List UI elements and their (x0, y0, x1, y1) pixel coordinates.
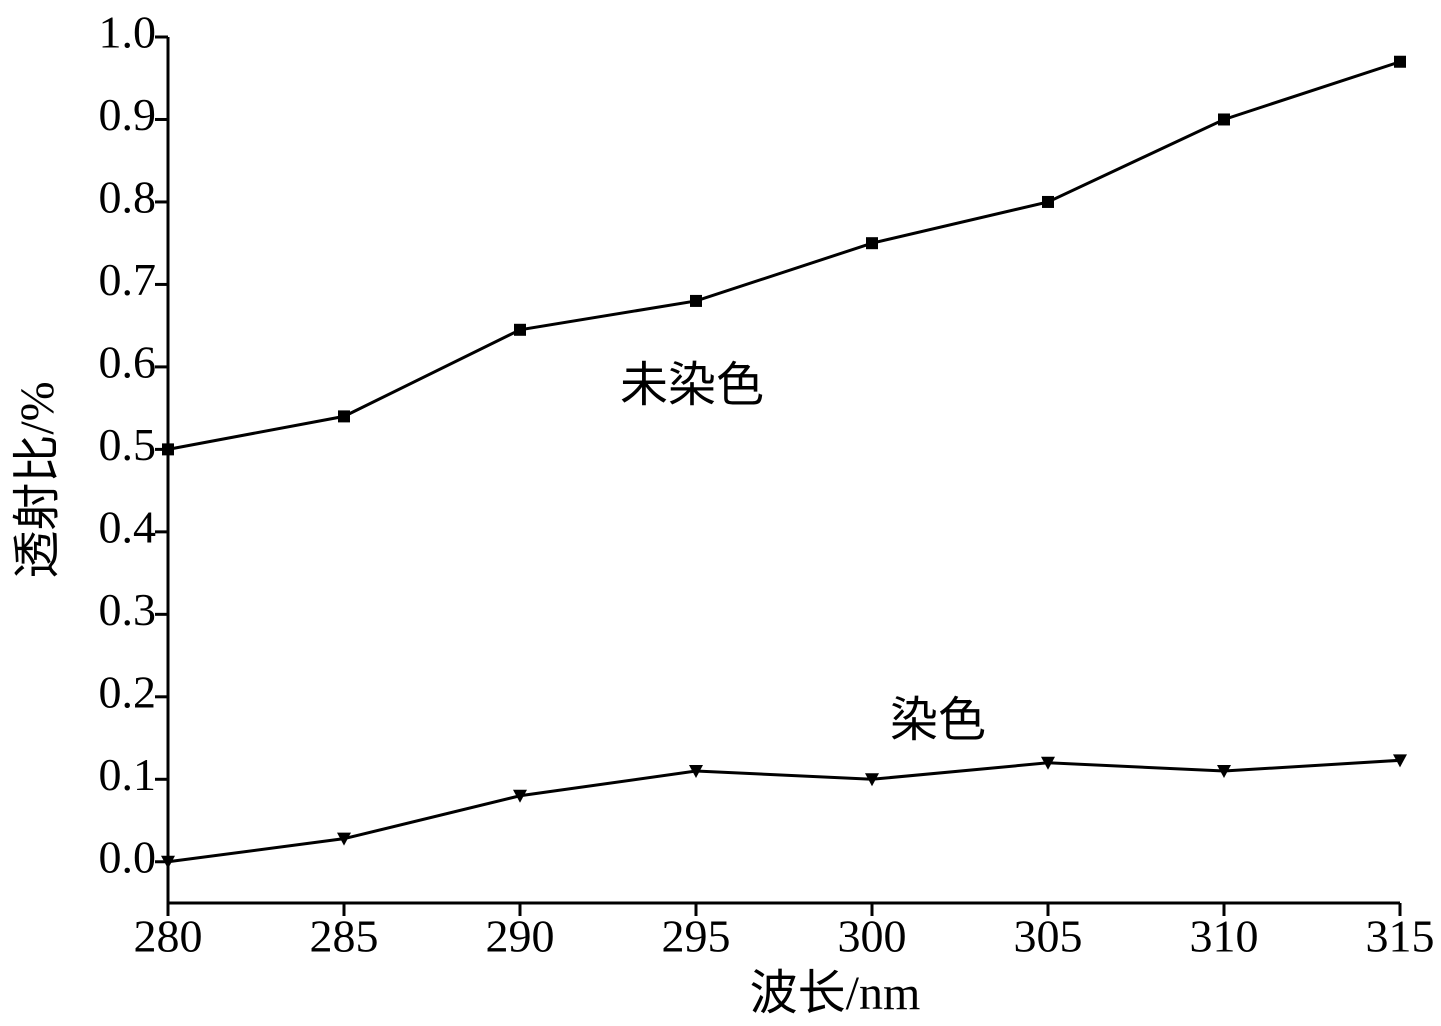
y-tick-label: 0.1 (99, 749, 157, 800)
x-tick-label: 295 (662, 911, 731, 962)
marker (1217, 765, 1231, 779)
y-tick-label: 0.4 (99, 501, 157, 552)
y-tick-label: 0.5 (99, 419, 157, 470)
marker (338, 410, 350, 423)
series-line (167, 758, 1401, 864)
x-tick-label: 305 (1014, 911, 1083, 962)
x-tick-label: 285 (310, 911, 379, 962)
marker (1218, 113, 1230, 126)
marker (337, 832, 351, 846)
marker (690, 294, 702, 307)
y-tick-label: 0.9 (99, 89, 157, 140)
marker (1393, 754, 1407, 768)
marker (513, 789, 527, 803)
y-tick-label: 0.6 (99, 336, 157, 387)
x-axis-title: 波长/nm (750, 967, 921, 1020)
x-tick-label: 300 (838, 911, 907, 962)
series-line (167, 60, 1401, 451)
y-tick-label: 0.2 (99, 666, 157, 717)
marker (1041, 756, 1055, 770)
marker (865, 773, 879, 787)
x-tick-label: 315 (1366, 911, 1435, 962)
marker (689, 765, 703, 779)
marker (1394, 55, 1406, 68)
y-tick-label: 0.0 (99, 831, 157, 882)
y-axis-title: 透射比/% (11, 381, 64, 578)
y-tick-label: 0.8 (99, 172, 157, 223)
y-tick-label: 0.7 (99, 254, 157, 305)
marker (514, 323, 526, 336)
x-tick-label: 290 (486, 911, 555, 962)
marker (866, 237, 878, 250)
x-tick-label: 280 (134, 911, 203, 962)
series-label: 未染色 (620, 359, 764, 412)
marker (161, 855, 175, 869)
marker (1042, 195, 1054, 208)
x-tick-label: 310 (1190, 911, 1259, 962)
marker (162, 443, 174, 456)
y-tick-label: 1.0 (99, 7, 157, 58)
series-label: 染色 (890, 694, 986, 747)
y-tick-label: 0.3 (99, 584, 157, 635)
